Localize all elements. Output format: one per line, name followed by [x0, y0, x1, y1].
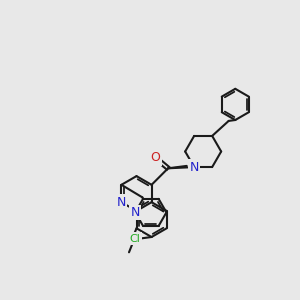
- Text: N: N: [117, 196, 126, 209]
- Text: N: N: [130, 206, 140, 219]
- Text: O: O: [151, 151, 160, 164]
- Text: N: N: [190, 160, 199, 174]
- Text: Cl: Cl: [130, 233, 140, 244]
